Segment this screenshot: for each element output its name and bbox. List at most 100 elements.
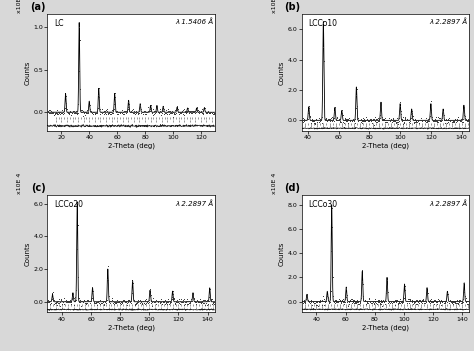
Point xyxy=(138,109,146,115)
Point xyxy=(48,110,56,116)
Point xyxy=(365,297,373,302)
Point xyxy=(105,293,113,299)
Point xyxy=(75,68,82,74)
Point xyxy=(338,297,346,303)
Point xyxy=(437,118,445,124)
Point xyxy=(316,299,324,305)
Point xyxy=(348,118,356,124)
Point xyxy=(352,299,359,305)
Point xyxy=(149,106,157,112)
Point xyxy=(162,110,170,116)
Point xyxy=(353,103,361,108)
Point xyxy=(353,86,360,92)
Point xyxy=(70,293,77,299)
Point xyxy=(79,299,86,304)
Point xyxy=(322,115,329,121)
Point xyxy=(329,117,337,123)
Point xyxy=(441,120,449,126)
Point xyxy=(45,298,53,304)
Point xyxy=(201,297,209,303)
Point xyxy=(193,105,201,111)
Point xyxy=(366,298,374,304)
Point xyxy=(448,117,456,122)
Point xyxy=(170,296,178,302)
Point xyxy=(374,299,382,305)
Point xyxy=(353,299,361,305)
Point xyxy=(73,110,80,116)
Point xyxy=(54,110,62,115)
Point xyxy=(159,104,167,110)
Point xyxy=(335,299,342,305)
Point xyxy=(465,117,473,123)
Point xyxy=(458,300,466,305)
Point xyxy=(127,300,135,305)
Point xyxy=(156,108,164,114)
Point xyxy=(384,117,392,123)
Point xyxy=(135,298,143,304)
Point xyxy=(412,302,420,307)
Point xyxy=(140,108,148,114)
Point xyxy=(198,300,205,305)
Point xyxy=(121,108,129,113)
Point xyxy=(380,116,388,121)
Point xyxy=(316,116,323,122)
Point xyxy=(73,110,81,115)
Point xyxy=(321,117,328,122)
Point xyxy=(178,108,186,114)
Point xyxy=(107,298,115,304)
Point xyxy=(76,299,83,305)
Point xyxy=(437,298,445,303)
Point xyxy=(174,106,182,112)
Point xyxy=(129,280,137,285)
Point xyxy=(44,298,51,304)
Point xyxy=(163,107,170,113)
Point xyxy=(447,118,454,123)
Point xyxy=(82,110,90,115)
Point xyxy=(442,299,450,304)
Point xyxy=(310,118,318,124)
Point xyxy=(64,110,72,115)
Point xyxy=(83,298,91,303)
Point xyxy=(404,296,411,302)
Point xyxy=(306,114,314,120)
Point xyxy=(436,300,443,306)
Point xyxy=(56,299,64,305)
Point xyxy=(101,111,109,116)
Point xyxy=(376,300,383,306)
Point xyxy=(62,299,70,304)
Point xyxy=(375,117,383,123)
Point xyxy=(326,300,333,306)
Point xyxy=(372,298,380,304)
Point xyxy=(382,119,390,125)
Point xyxy=(94,299,101,304)
Point xyxy=(110,302,118,307)
Point xyxy=(65,111,73,117)
Point xyxy=(199,299,206,305)
Point xyxy=(465,299,473,305)
Point xyxy=(201,106,209,111)
Point xyxy=(103,297,110,303)
Point xyxy=(407,298,414,303)
Point xyxy=(211,110,219,115)
Point xyxy=(197,299,204,305)
Point xyxy=(185,299,192,304)
Point xyxy=(376,301,384,306)
Point xyxy=(312,299,319,305)
Point xyxy=(58,107,66,113)
Point xyxy=(411,116,419,122)
Point xyxy=(370,302,378,307)
Point xyxy=(57,110,64,116)
Point xyxy=(160,299,167,304)
Point xyxy=(47,300,55,306)
Point xyxy=(431,297,438,303)
Point xyxy=(413,118,421,123)
Point xyxy=(316,297,323,302)
Point xyxy=(436,298,444,304)
Point xyxy=(315,299,323,305)
Point xyxy=(139,111,146,117)
Point xyxy=(424,298,432,304)
Point xyxy=(407,298,415,304)
Point xyxy=(108,111,116,116)
Point xyxy=(389,298,397,304)
Point xyxy=(373,298,381,304)
